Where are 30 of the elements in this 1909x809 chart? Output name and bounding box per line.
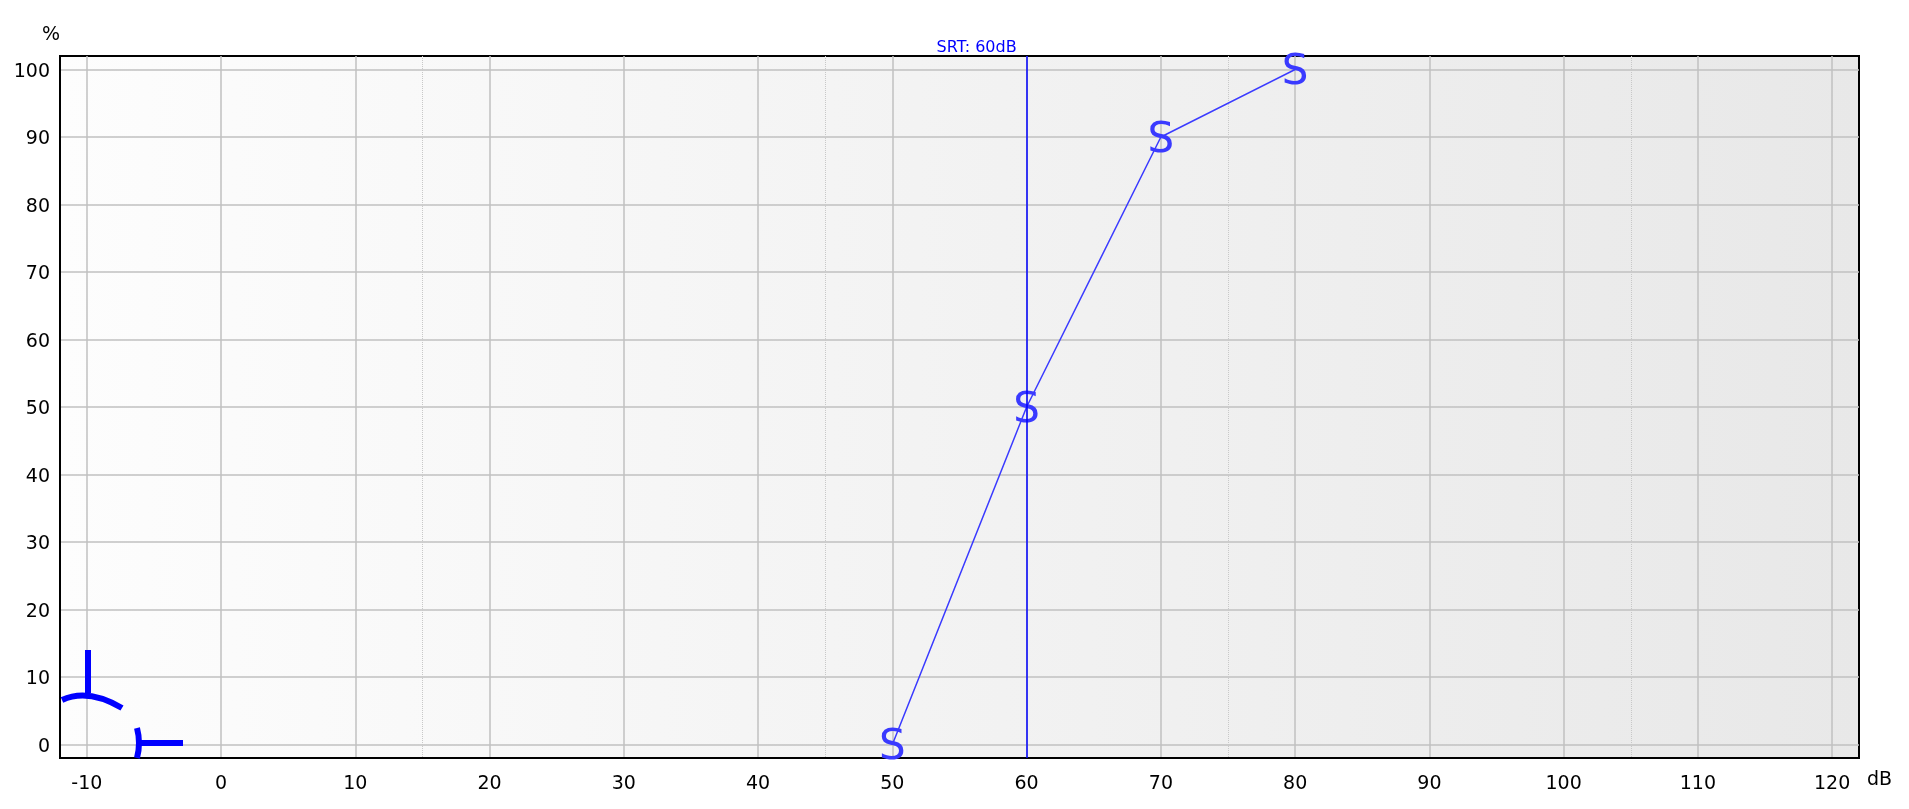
text: S (1281, 45, 1309, 94)
y-tick-label: 70 (25, 261, 50, 283)
ref-line-label: SRT: 60dB (936, 36, 1017, 56)
x-tick-label: 40 (746, 770, 771, 793)
x-tick-label: 10 (343, 770, 368, 793)
x-axis-title: dB (1867, 766, 1893, 789)
x-tick-label: 70 (1148, 770, 1173, 793)
y-tick-label: 0 (37, 733, 50, 756)
x-tick-label: 90 (1417, 770, 1442, 793)
y-tick-label: 10 (25, 666, 50, 688)
x-tick-label: -10 (71, 770, 103, 793)
text: S (879, 720, 906, 769)
y-tick-label: 30 (25, 531, 50, 553)
y-tick-label: 40 (25, 463, 50, 486)
x-tick-label: 0 (215, 770, 228, 793)
x-tick-label: 80 (1283, 770, 1308, 793)
x-tick-label: 120 (1814, 770, 1851, 793)
x-tick-label: 20 (477, 770, 502, 793)
y-axis-title: % (41, 21, 60, 44)
y-tick-label: 100 (13, 58, 50, 81)
y-tick-label: 50 (25, 396, 50, 418)
x-tick-label: 110 (1679, 770, 1717, 793)
x-tick-label: 60 (1014, 770, 1039, 793)
x-tick-label: 50 (880, 770, 905, 793)
y-tick-label: 80 (25, 193, 50, 216)
y-tick-label: 60 (25, 328, 50, 351)
y-tick-label: 20 (25, 598, 50, 621)
x-tick-label: 30 (611, 770, 636, 793)
y-tick-label: 90 (25, 126, 50, 148)
x-tick-label: 100 (1545, 770, 1582, 793)
